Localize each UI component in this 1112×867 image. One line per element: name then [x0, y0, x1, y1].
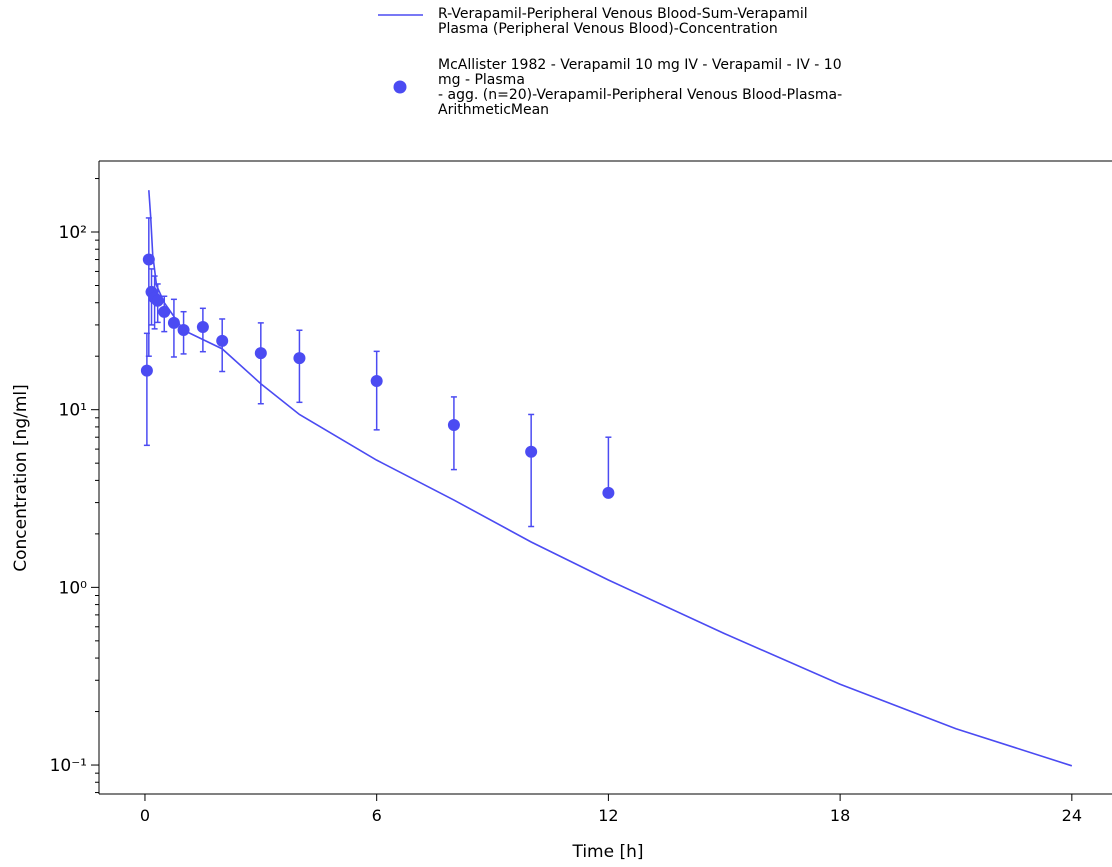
data-point: [158, 305, 171, 318]
data-point: [254, 347, 267, 360]
data-point: [216, 334, 229, 347]
y-axis-label: Concentration [ng/ml]: [11, 384, 31, 572]
data-point: [447, 418, 460, 431]
data-point: [525, 445, 538, 458]
x-tick-label: 18: [830, 806, 850, 825]
data-point: [177, 323, 190, 336]
data-point: [167, 316, 180, 329]
x-tick-label: 0: [140, 806, 150, 825]
y-tick-label: 10¹: [59, 401, 87, 421]
data-point: [370, 375, 383, 388]
data-point: [151, 294, 164, 307]
legend-entry: R-Verapamil-Peripheral Venous Blood-Sum-…: [438, 6, 808, 37]
legend-marker-swatch: [393, 80, 407, 94]
data-point: [196, 320, 209, 333]
data-point: [142, 253, 155, 266]
data-point: [293, 352, 306, 365]
y-tick-label: 10⁰: [59, 578, 88, 598]
legend-entry: McAllister 1982 - Verapamil 10 mg IV - V…: [438, 57, 843, 118]
y-tick-label: 10⁻¹: [50, 756, 87, 776]
y-tick-label: 10²: [59, 223, 87, 243]
data-point: [140, 364, 153, 377]
x-axis-label: Time [h]: [571, 842, 643, 862]
x-tick-label: 24: [1062, 806, 1082, 825]
x-tick-label: 6: [372, 806, 382, 825]
line-series: [148, 190, 1073, 767]
data-point: [602, 486, 615, 499]
x-tick-label: 12: [598, 806, 618, 825]
